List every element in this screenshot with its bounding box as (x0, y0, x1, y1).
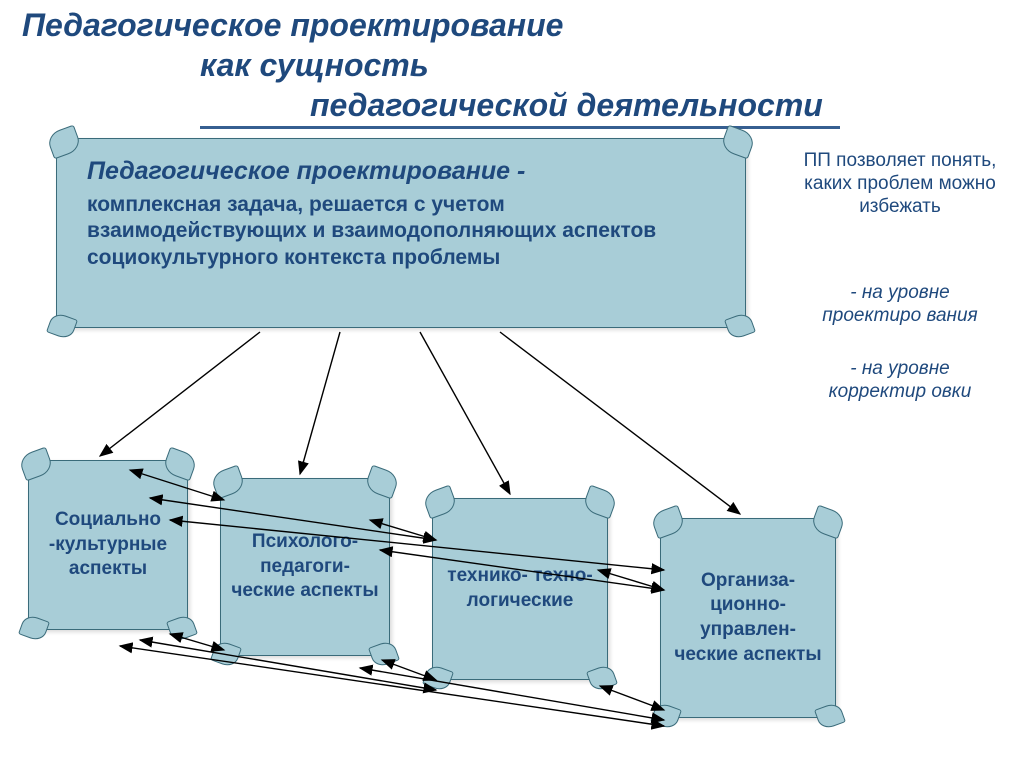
main-definition-box: Педагогическое проектирование - комплекс… (56, 138, 746, 328)
title-line2: как сущность (200, 46, 429, 84)
scroll-curl-icon (724, 311, 756, 341)
aspect-box-org: Организа- ционно- управлен- ческие аспек… (660, 518, 836, 718)
scroll-curl-icon (46, 311, 78, 341)
side-note-intro: ПП позволяет понять, каких проблем можно… (800, 150, 1000, 218)
title-line3: педагогической деятельности (310, 86, 823, 124)
aspect-box-psych: Психолого- педагоги- ческие аспекты (220, 478, 390, 656)
title-underline (200, 126, 840, 129)
aspect-label-psych: Психолого- педагоги- ческие аспекты (221, 479, 389, 655)
side-note-level1: - на уровне проектиро вания (800, 282, 1000, 328)
title-line1: Педагогическое проектирование (22, 6, 563, 44)
side-note-level2: - на уровне корректир овки (800, 358, 1000, 404)
main-box-title: Педагогическое проектирование - (57, 139, 745, 192)
aspect-box-social: Социально -культурные аспекты (28, 460, 188, 630)
main-box-body: комплексная задача, решается с учетом вз… (57, 192, 745, 289)
aspect-label-org: Организа- ционно- управлен- ческие аспек… (661, 519, 835, 717)
aspect-label-tech: технико- техно- логические (433, 499, 607, 679)
aspect-box-tech: технико- техно- логические (432, 498, 608, 680)
aspect-label-social: Социально -культурные аспекты (29, 461, 187, 629)
